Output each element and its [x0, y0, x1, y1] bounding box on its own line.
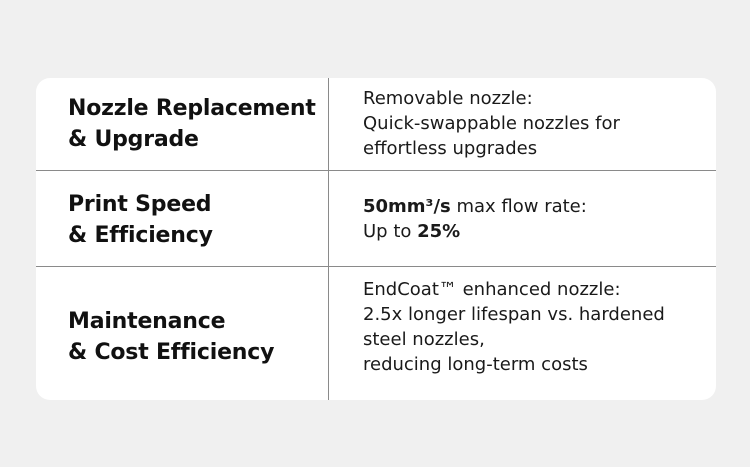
- description-line: reducing long-term costs: [363, 354, 588, 375]
- feature-label-line: & Cost Efficiency: [68, 339, 275, 365]
- row-divider: [36, 266, 716, 267]
- feature-description: Removable nozzle: Quick-swappable nozzle…: [363, 78, 708, 170]
- row-divider: [36, 170, 716, 171]
- table-row: Maintenance & Cost Efficiency EndCoat™ e…: [36, 267, 716, 400]
- table-row: Nozzle Replacement & Upgrade Removable n…: [36, 78, 716, 170]
- feature-label: Maintenance & Cost Efficiency: [68, 267, 323, 400]
- description-line: 50mm³/s max flow rate:: [363, 194, 708, 219]
- column-divider: [328, 78, 329, 400]
- feature-label-line: Print Speed: [68, 191, 212, 217]
- description-line: 2.5x longer lifespan vs. hardened: [363, 304, 665, 325]
- speed-prefix: Up to: [363, 220, 418, 242]
- feature-description: 50mm³/s max flow rate: Up to 25%: [363, 171, 708, 266]
- description-line: Quick-swappable nozzles for: [363, 113, 620, 134]
- feature-label: Print Speed & Efficiency: [68, 171, 323, 266]
- description-line: steel nozzles,: [363, 329, 485, 350]
- flow-rate-label: max flow rate:: [450, 195, 587, 217]
- feature-label-line: Maintenance: [68, 308, 226, 334]
- description-line: effortless upgrades: [363, 138, 538, 159]
- speed-percent-value: 25%: [417, 220, 461, 242]
- feature-label-line: & Efficiency: [68, 222, 213, 248]
- description-line: EndCoat™ enhanced nozzle:: [363, 279, 621, 300]
- description-line: Up to 25%: [363, 219, 708, 244]
- feature-label: Nozzle Replacement & Upgrade: [68, 78, 323, 170]
- feature-label-line: Nozzle Replacement: [68, 96, 316, 121]
- flow-rate-value: 50mm³/s: [363, 195, 451, 217]
- table-row: Print Speed & Efficiency 50mm³/s max flo…: [36, 171, 716, 266]
- description-line: Removable nozzle:: [363, 88, 533, 109]
- comparison-table: Nozzle Replacement & Upgrade Removable n…: [36, 78, 716, 400]
- feature-label-line: & Upgrade: [68, 127, 199, 152]
- feature-description: EndCoat™ enhanced nozzle: 2.5x longer li…: [363, 267, 708, 400]
